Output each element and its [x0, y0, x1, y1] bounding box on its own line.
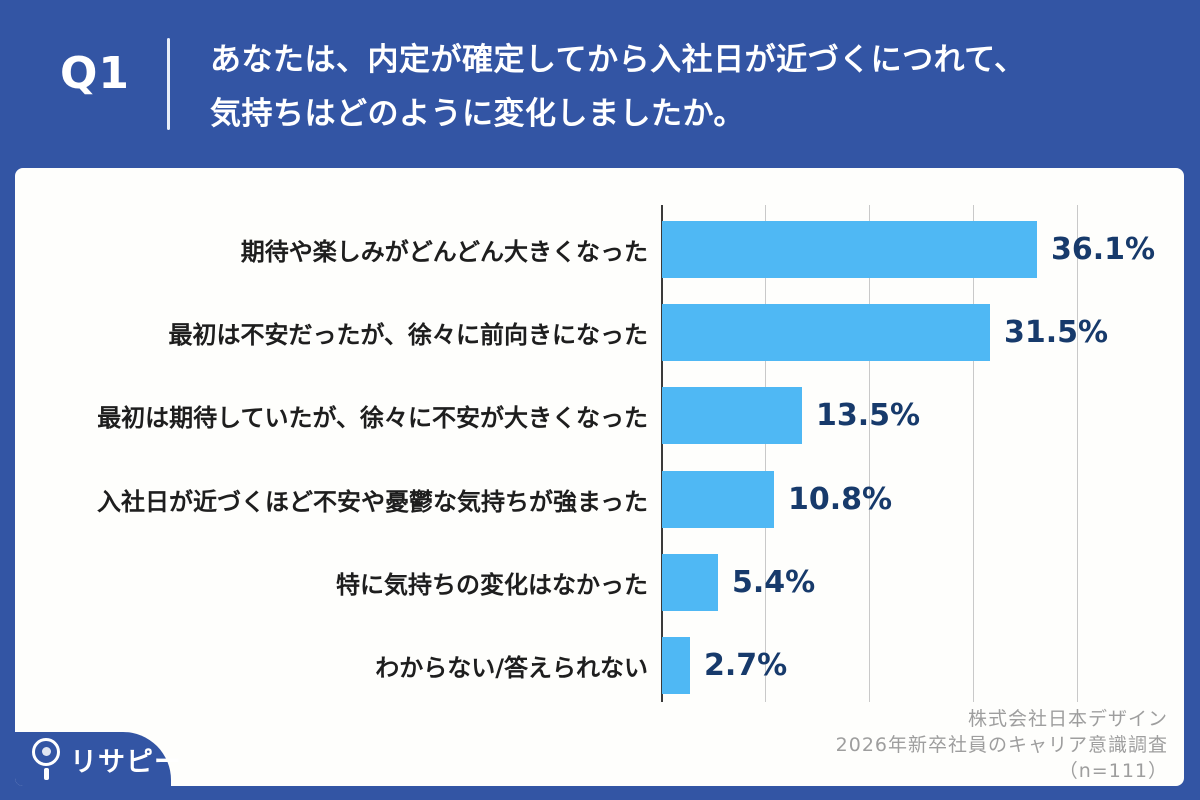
- chart-card: 期待や楽しみがどんどん大きくなった 36.1% 最初は不安だったが、徐々に前向きにな…: [15, 168, 1184, 786]
- brand-logo-tab: リサピー: [15, 732, 181, 786]
- bar-label-2: 最初は期待していたが、徐々に不安が大きくなった: [97, 404, 648, 432]
- gridline-10: [765, 205, 766, 702]
- magnifier-ring: [32, 738, 60, 766]
- question-text: あなたは、内定が確定してから入社日が近づくにつれて、 気持ちはどのように変化しま…: [210, 33, 1026, 141]
- y-axis-line: [661, 205, 663, 702]
- source-line-survey: 2026年新卒社員のキャリア意識調査: [835, 734, 1168, 756]
- question-header: Q1 あなたは、内定が確定してから入社日が近づくにつれて、 気持ちはどのように変…: [0, 0, 1200, 168]
- bar-label-4: 特に気持ちの変化はなかった: [336, 571, 648, 599]
- bar-label-0: 期待や楽しみがどんどん大きくなった: [240, 238, 648, 266]
- bar-5: [662, 637, 690, 694]
- magnifier-icon: [32, 736, 62, 782]
- source-line-company: 株式会社日本デザイン: [967, 708, 1168, 730]
- bar-value-5: 2.7%: [704, 648, 788, 683]
- gridline-40: [1077, 205, 1078, 702]
- question-line-1: あなたは、内定が確定してから入社日が近づくにつれて、: [210, 42, 1026, 78]
- bar-1: [662, 304, 990, 361]
- gridline-30: [973, 205, 974, 702]
- bar-4: [662, 554, 718, 611]
- bar-chart: 期待や楽しみがどんどん大きくなった 36.1% 最初は不安だったが、徐々に前向きにな…: [15, 168, 1184, 786]
- bar-value-1: 31.5%: [1004, 315, 1109, 350]
- bar-value-0: 36.1%: [1051, 232, 1156, 267]
- bar-value-4: 5.4%: [732, 565, 816, 600]
- magnifier-stem: [44, 768, 49, 780]
- question-line-2: 気持ちはどのように変化しましたか。: [210, 96, 745, 132]
- bar-label-3: 入社日が近づくほど不安や憂鬱な気持ちが強まった: [96, 488, 648, 516]
- source-note: 株式会社日本デザイン 2026年新卒社員のキャリア意識調査 （n=111）: [836, 706, 1168, 784]
- brand-name: リサピー: [70, 746, 182, 778]
- source-line-n: （n=111）: [1058, 760, 1168, 782]
- bar-0: [662, 221, 1037, 278]
- bar-value-2: 13.5%: [816, 398, 921, 433]
- bar-3: [662, 471, 774, 528]
- bar-label-1: 最初は不安だったが、徐々に前向きになった: [168, 321, 648, 349]
- header-divider: [167, 38, 170, 130]
- bar-label-5: わからない/答えられない: [375, 654, 648, 682]
- gridline-20: [869, 205, 870, 702]
- magnifier-inner-dot: [42, 747, 51, 756]
- bar-value-3: 10.8%: [788, 482, 893, 517]
- bar-2: [662, 387, 802, 444]
- question-number: Q1: [60, 48, 131, 99]
